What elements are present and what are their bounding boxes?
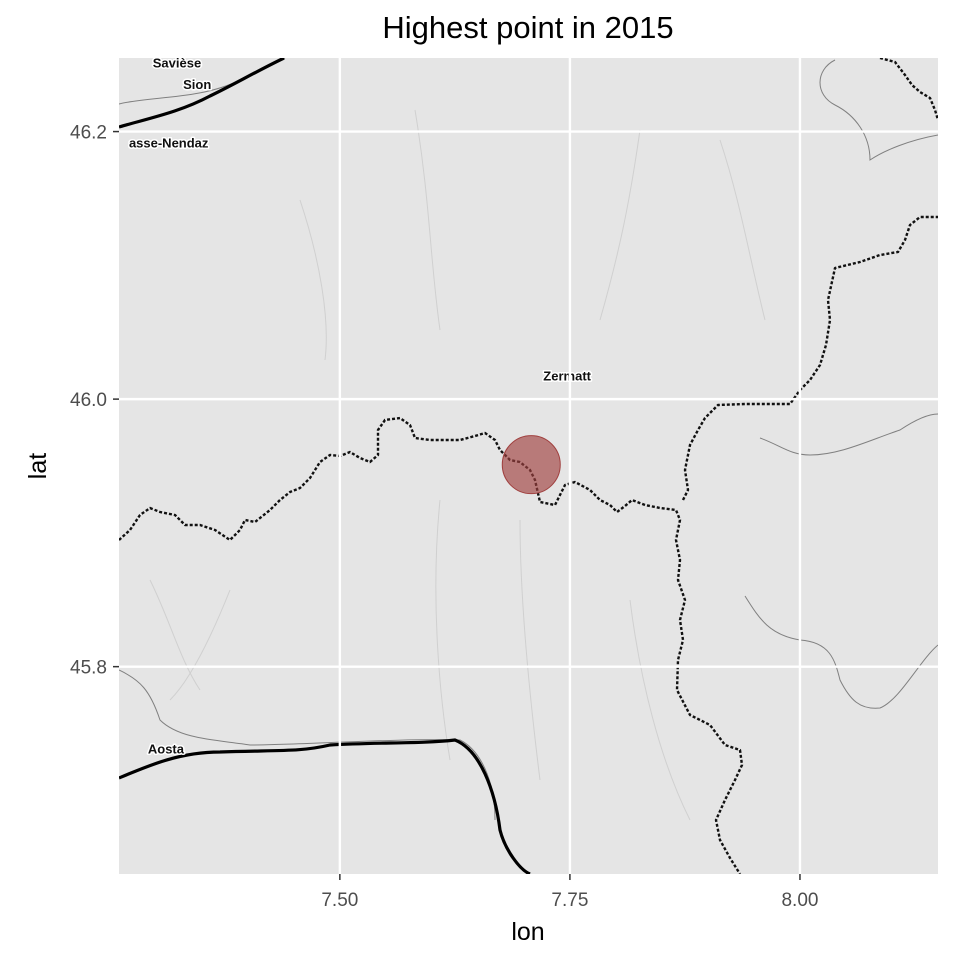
gridlines — [119, 58, 938, 874]
place-label: Sion — [183, 77, 211, 92]
data-points — [501, 435, 561, 495]
chart-title: Highest point in 2015 — [382, 10, 673, 45]
x-tick-label: 8.00 — [781, 890, 818, 911]
y-tick-label: 46.0 — [70, 390, 107, 411]
x-tick-label: 7.50 — [321, 890, 358, 911]
place-label: Aosta — [148, 742, 185, 757]
place-labels: Savièse Sion asse-Nendaz Zermatt Aosta — [127, 55, 593, 758]
y-tick-label: 46.2 — [70, 123, 107, 144]
y-tick-label: 45.8 — [70, 658, 107, 679]
place-label: asse-Nendaz — [129, 136, 209, 151]
place-label: Savièse — [153, 55, 201, 70]
basemap: Savièse Sion asse-Nendaz Zermatt Aosta — [119, 55, 938, 874]
faint-rivers — [149, 109, 766, 821]
roads — [119, 58, 531, 874]
y-axis-title: lat — [24, 453, 52, 479]
x-tick-label: 7.75 — [551, 890, 588, 911]
x-axis-title: lon — [511, 918, 544, 946]
place-label: Zermatt — [543, 368, 591, 383]
x-axis: 7.50 7.75 8.00 — [321, 874, 818, 911]
y-axis: 45.8 46.0 46.2 — [70, 123, 119, 679]
highest-point-marker — [501, 435, 561, 495]
